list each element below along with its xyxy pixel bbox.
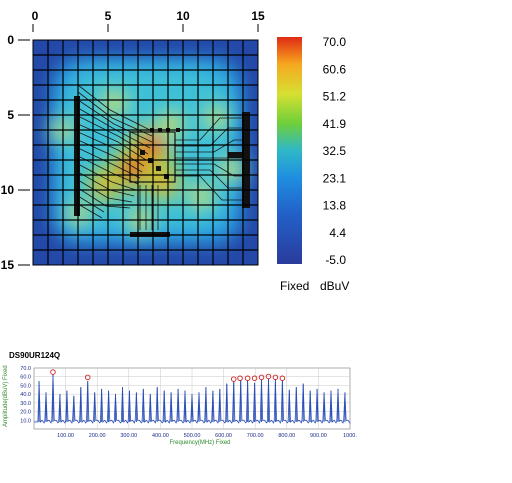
spectrum-peak-marker [279, 375, 286, 381]
x-tick-label: 0 [32, 9, 39, 23]
y-axis-ticks: 0 5 10 15 [1, 33, 30, 272]
spectrum-peak-marker [244, 375, 251, 381]
heatmap-frame [32, 39, 259, 266]
colorbar [277, 37, 302, 264]
colorbar-label-right: dBuV [320, 279, 349, 293]
x-axis-ticks: 0 5 10 15 [32, 9, 265, 32]
spectrum-x-tick-label: 800.00 [278, 433, 295, 439]
spectrum-x-tick-label: 1000. [343, 433, 357, 439]
spectrum-title: DS90UR124Q [9, 351, 60, 360]
spectrum-x-tick-labels: 100.00 200.00 300.00 400.00 500.00 600.00 700.… [57, 433, 357, 439]
colorbar-tick-labels: 70.0 60.6 51.2 41.9 32.5 23.1 13.8 4.4 -5.0 [323, 35, 347, 267]
spectrum-peak-marker [230, 376, 237, 382]
heatmap-plot [33, 40, 258, 265]
colorbar-tick-label: 13.8 [323, 199, 347, 213]
heatmap-hotspot [221, 159, 241, 179]
x-tick-label: 10 [176, 9, 190, 23]
spectrum-y-tick-label: 10.0 [20, 418, 31, 424]
spectrum-ylabel: Amplitude(dBuV) Fixed [3, 365, 9, 427]
spectrum-x-tick-label: 900.00 [310, 433, 327, 439]
spectrum-x-tick-label: 500.00 [184, 433, 201, 439]
spectrum-xlabel: Frequency(MHz) Fixed [169, 440, 230, 446]
x-tick-label: 5 [105, 9, 112, 23]
x-tick-label: 15 [251, 9, 265, 23]
spectrum-y-tick-label: 70.0 [20, 366, 31, 372]
heatmap-figure: 0 5 10 15 0 5 10 15 [1, 9, 350, 293]
spectrum-x-tick-label: 200.00 [89, 433, 106, 439]
heatmap-hotspot [191, 186, 211, 206]
heatmap-grid [33, 40, 258, 265]
spectrum-peak-marker [265, 373, 272, 380]
colorbar-label-left: Fixed [280, 279, 309, 293]
spectrum-x-tick-label: 100.00 [57, 433, 74, 439]
colorbar-tick-label: 70.0 [323, 35, 347, 49]
spectrum-y-tick-label: 50.0 [20, 383, 31, 389]
colorbar-tick-label: 23.1 [323, 171, 347, 185]
spectrum-x-tick-label: 300.00 [120, 433, 137, 439]
colorbar-tick-label: 4.4 [329, 226, 346, 240]
y-tick-label: 5 [7, 108, 14, 122]
spectrum-peak-marker [251, 375, 258, 381]
colorbar-tick-label: 51.2 [323, 90, 347, 104]
colorbar-tick-label: 41.9 [323, 117, 347, 131]
spectrum-peak-markers [50, 369, 286, 382]
spectrum-y-tick-label: 60.0 [20, 375, 31, 381]
colorbar-tick-label: 60.6 [323, 62, 347, 76]
spectrum-peak-marker [258, 374, 265, 381]
heatmap-hotspot [103, 92, 125, 114]
spectrum-x-tick-label: 400.00 [152, 433, 169, 439]
y-tick-label: 10 [1, 183, 15, 197]
spectrum-peak-marker [272, 374, 279, 381]
y-tick-label: 15 [1, 258, 15, 272]
colorbar-tick-label: 32.5 [323, 144, 347, 158]
y-tick-label: 0 [7, 33, 14, 47]
spectrum-y-tick-labels: 70.0 60.0 50.0 40.0 30.0 20.0 10.0 [20, 366, 31, 424]
spectrum-trace [33, 374, 351, 424]
spectrum-x-tick-label: 700.00 [247, 433, 264, 439]
spectrum-y-tick-label: 20.0 [20, 410, 31, 416]
heatmap-hotspot [206, 108, 226, 128]
spectrum-figure: DS90UR124Q 70.060.050.040.030.020.010.0 … [3, 351, 357, 446]
spectrum-series-line [33, 374, 351, 424]
spectrum-y-tick-label: 40.0 [20, 392, 31, 398]
spectrum-x-tick-label: 600.00 [215, 433, 232, 439]
colorbar-tick-label: -5.0 [325, 253, 346, 267]
spectrum-peak-marker [84, 374, 91, 381]
spectrum-peak-marker [237, 375, 243, 381]
spectrum-peak-marker [50, 369, 56, 375]
spectrum-y-tick-label: 30.0 [20, 401, 31, 407]
